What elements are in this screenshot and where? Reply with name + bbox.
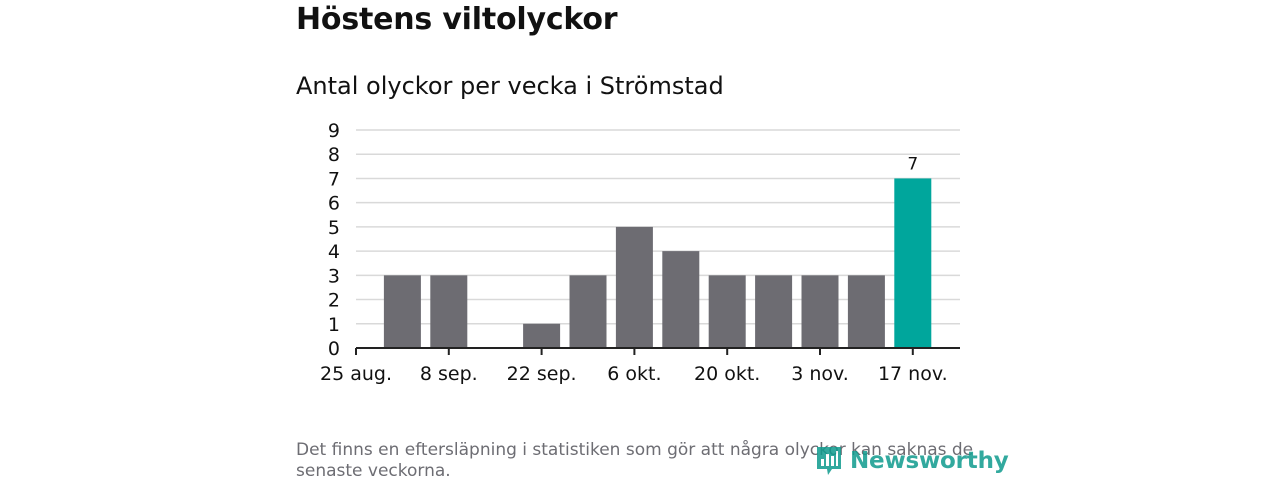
footnote: Det finns en eftersläpning i statistiken…: [296, 440, 974, 481]
y-tick-label: 6: [328, 193, 340, 215]
y-tick-label: 8: [328, 144, 340, 166]
bar: [383, 275, 421, 348]
x-tick-label: 25 aug.: [320, 363, 392, 385]
x-tick-label: 22 sep.: [507, 363, 577, 385]
bar: [847, 275, 885, 348]
bar: [523, 323, 561, 348]
chart-title: Höstens viltolyckor: [296, 2, 618, 37]
y-tick-label: 3: [328, 265, 340, 287]
bar: [755, 275, 793, 348]
y-tick-label: 2: [328, 290, 340, 312]
bar: [708, 275, 746, 348]
x-tick-label: 8 sep.: [420, 363, 478, 385]
x-tick-label: 3 nov.: [791, 363, 849, 385]
y-tick-label: 0: [328, 338, 340, 360]
y-tick-label: 7: [328, 168, 340, 190]
chart-subtitle: Antal olyckor per vecka i Strömstad: [296, 72, 724, 100]
bar-highlight: [894, 178, 932, 348]
y-tick-label: 1: [328, 314, 340, 336]
bar: [801, 275, 839, 348]
x-tick-label: 17 nov.: [878, 363, 948, 385]
data-label: 7: [907, 154, 918, 174]
newsworthy-logo: Newsworthy: [814, 444, 1009, 478]
x-tick-label: 6 okt.: [607, 363, 661, 385]
y-tick-label: 5: [328, 217, 340, 239]
bar-chart-speech-bubble-icon: [817, 447, 841, 475]
bar: [430, 275, 468, 348]
bar: [662, 251, 700, 348]
y-tick-label: 4: [328, 241, 340, 263]
bar: [569, 275, 607, 348]
logo-text: Newsworthy: [850, 448, 1009, 474]
x-tick-label: 20 okt.: [694, 363, 760, 385]
bar: [615, 226, 653, 348]
y-tick-label: 9: [328, 120, 340, 142]
